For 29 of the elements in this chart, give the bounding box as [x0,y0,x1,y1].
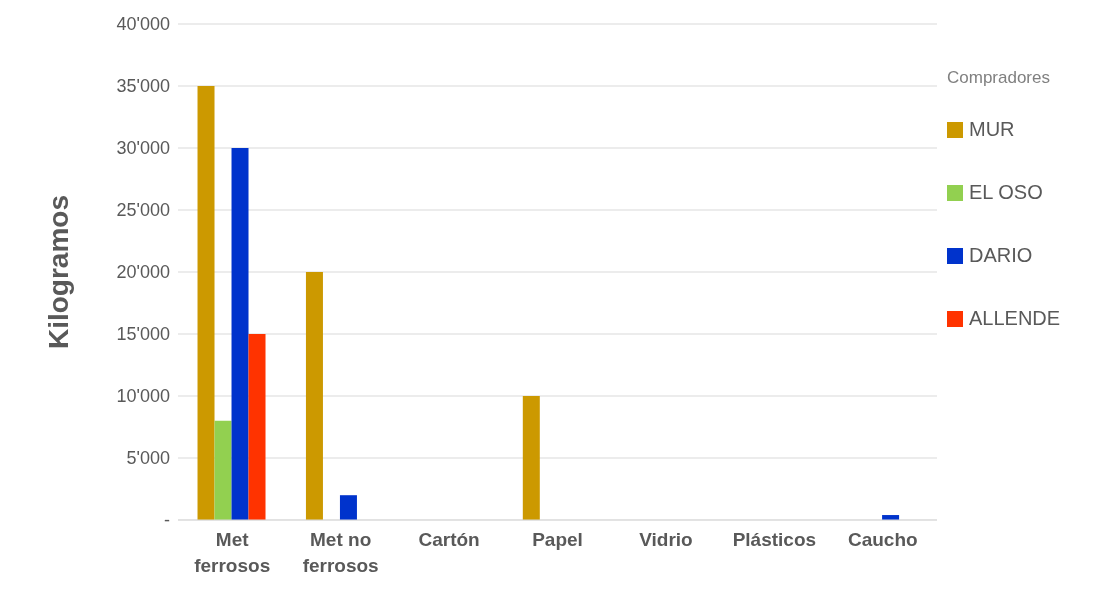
legend-label: EL OSO [969,181,1043,204]
bar [248,334,266,520]
x-tick-label: Vidrio [639,529,693,550]
x-tick-label: Papel [532,529,583,550]
y-tick-label: 40'000 [116,14,170,35]
y-tick-label: 25'000 [116,200,170,221]
y-tick-label: 20'000 [116,262,170,283]
legend-label: DARIO [969,244,1033,267]
bar [305,272,323,520]
x-tick-label: Met no ferrosos [302,529,379,576]
x-tick-label: Caucho [847,529,918,550]
y-tick-label: 35'000 [116,76,170,97]
legend-title: Compradores [947,68,1051,88]
y-tick-label: 10'000 [116,386,170,407]
bar [197,86,215,520]
legend-label: ALLENDE [969,307,1061,330]
y-tick-label: 30'000 [116,138,170,159]
x-tick-label: Met ferrosos [194,529,271,576]
bar [522,396,540,520]
y-tick-label: 5'000 [126,448,170,469]
x-tick-label: Plásticos [732,529,817,550]
bar [231,148,249,520]
y-tick-label: 15'000 [116,324,170,345]
legend-label: MUR [969,118,1015,141]
y-tick-label: - [164,510,170,531]
bar [339,495,357,520]
y-axis-title: Kilogramos [42,194,74,350]
x-tick-label: Cartón [418,529,480,550]
bar [214,420,232,520]
